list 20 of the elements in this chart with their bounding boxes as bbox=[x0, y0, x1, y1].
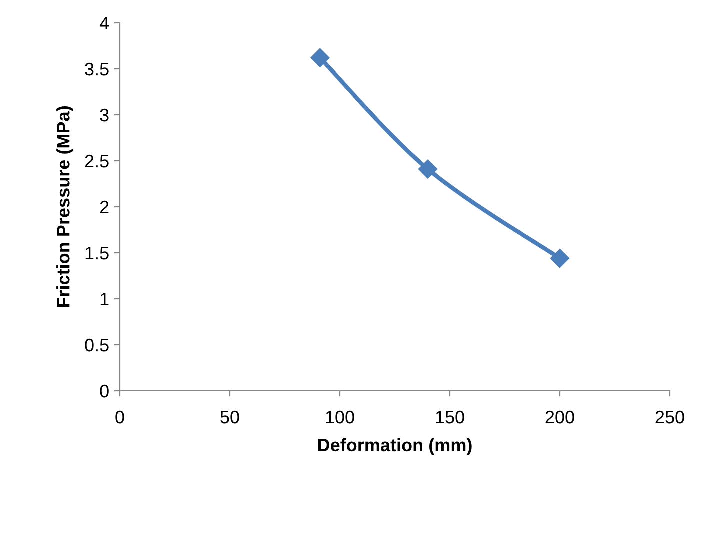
x-tick-label: 150 bbox=[436, 410, 464, 424]
y-tick-label: 2 bbox=[100, 200, 109, 214]
y-tick-label: 1.5 bbox=[86, 247, 109, 260]
x-axis-title: Deformation (mm) bbox=[318, 438, 472, 456]
point bbox=[310, 48, 330, 68]
y-tick-label: 2.5 bbox=[85, 154, 109, 168]
y-axis-title: Friction Pressure (MPa) bbox=[56, 106, 74, 308]
y-tick-label: 3.5 bbox=[85, 62, 109, 76]
x-tick-label: 250 bbox=[656, 410, 684, 424]
x-tick-label: 0 bbox=[116, 410, 124, 424]
point bbox=[418, 160, 438, 179]
y-tick-label: 0 bbox=[100, 384, 109, 398]
point bbox=[550, 248, 570, 268]
y-tick-label: 1 bbox=[100, 293, 109, 306]
x-tick-label: 50 bbox=[220, 410, 240, 424]
y-tick-label: 0.5 bbox=[85, 338, 109, 352]
y-tick-label: 4 bbox=[100, 17, 110, 30]
x-tick-label: 100 bbox=[326, 410, 354, 424]
y-tick-label: 3 bbox=[100, 108, 109, 122]
x-tick-label: 200 bbox=[546, 410, 574, 424]
